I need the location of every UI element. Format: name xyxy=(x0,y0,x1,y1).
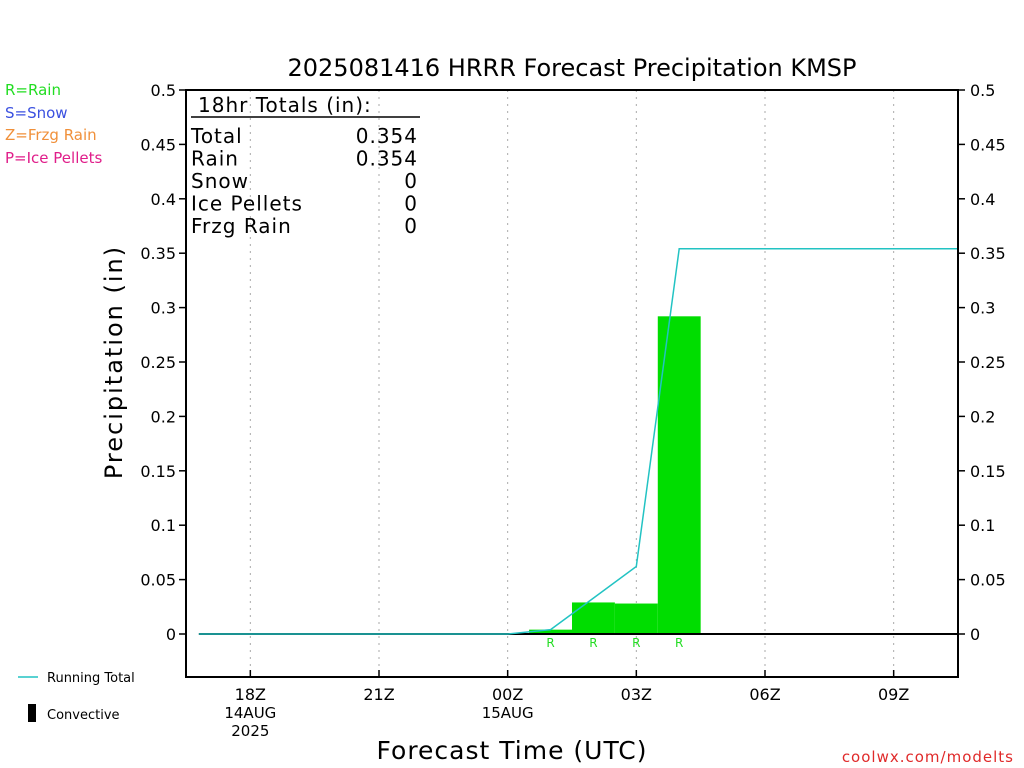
y-tick-label-left-10: 0 xyxy=(166,625,176,644)
precip-bar-1 xyxy=(572,602,615,634)
x-tick-label-3-0: 03Z xyxy=(621,685,652,704)
y-tick-label-left-2: 0.4 xyxy=(151,190,176,209)
totals-label-4: Frzg Rain xyxy=(191,214,292,238)
x-tick-label-2-1: 15AUG xyxy=(482,704,534,722)
y-tick-label-left-1: 0.45 xyxy=(140,135,176,154)
bar-ptype-label-1: R xyxy=(589,636,597,650)
totals-label-3: Ice Pellets xyxy=(191,192,303,216)
precip-bar-0 xyxy=(529,629,572,634)
totals-value-1: 0.354 xyxy=(356,147,418,171)
x-tick-label-0-0: 18Z xyxy=(235,685,266,704)
y-tick-label-left-6: 0.2 xyxy=(151,407,176,426)
y-axis-label: Precipitation (in) xyxy=(100,245,128,479)
totals-label-2: Snow xyxy=(191,169,249,193)
y-tick-label-left-8: 0.1 xyxy=(151,516,176,535)
y-tick-label-right-8: 0.1 xyxy=(970,516,995,535)
x-tick-label-5-0: 09Z xyxy=(878,685,909,704)
x-tick-label-1-0: 21Z xyxy=(363,685,394,704)
y-tick-label-left-3: 0.35 xyxy=(140,244,176,263)
y-tick-label-left-5: 0.25 xyxy=(140,353,176,372)
x-tick-label-4-0: 06Z xyxy=(749,685,780,704)
y-tick-label-left-7: 0.15 xyxy=(140,462,176,481)
chart-title: 2025081416 HRRR Forecast Precipitation K… xyxy=(287,54,856,82)
bar-ptype-label-2: R xyxy=(632,636,640,650)
totals-label-1: Rain xyxy=(191,147,239,171)
bar-ptype-label-3: R xyxy=(675,636,683,650)
plot-frame xyxy=(185,89,959,678)
x-tick-label-0-2: 2025 xyxy=(231,722,269,740)
plot-area: R R R R 0.5 0.5 0.45 0.45 0.4 0.4 0.35 0.35 0.3 0.3 0.… xyxy=(18,81,1006,740)
bar-ptype-label-0: R xyxy=(546,636,554,650)
totals-value-3: 0 xyxy=(404,192,418,216)
running-total-line xyxy=(198,248,958,635)
credit-text: coolwx.com/modelts xyxy=(842,748,1014,766)
x-tick-label-2-0: 00Z xyxy=(492,685,523,704)
y-tick-label-left-9: 0.05 xyxy=(140,571,176,590)
y-tick-label-left-4: 0.3 xyxy=(151,299,176,318)
legend-convective-swatch xyxy=(28,704,36,722)
x-axis-label: Forecast Time (UTC) xyxy=(377,736,648,765)
totals-value-0: 0.354 xyxy=(356,124,418,148)
y-tick-label-right-0: 0.5 xyxy=(970,81,995,100)
y-tick-label-right-7: 0.15 xyxy=(970,462,1006,481)
y-tick-label-right-6: 0.2 xyxy=(970,407,995,426)
ptype-frzg-rain: Z=Frzg Rain xyxy=(5,126,97,144)
y-tick-label-right-1: 0.45 xyxy=(970,135,1006,154)
y-tick-label-right-2: 0.4 xyxy=(970,190,995,209)
y-tick-label-right-3: 0.35 xyxy=(970,244,1006,263)
precip-bar-3 xyxy=(657,316,701,634)
x-tick-label-0-1: 14AUG xyxy=(224,704,276,722)
totals-label-0: Total xyxy=(190,124,243,148)
legend-running-total-label: Running Total xyxy=(47,671,135,686)
y-tick-label-right-5: 0.25 xyxy=(970,353,1006,372)
ptype-rain: R=Rain xyxy=(5,81,61,99)
y-tick-label-right-4: 0.3 xyxy=(970,299,995,318)
y-tick-label-left-0: 0.5 xyxy=(151,81,176,100)
precip-bar-2 xyxy=(614,603,658,634)
totals-value-4: 0 xyxy=(404,214,418,238)
y-tick-label-right-9: 0.05 xyxy=(970,571,1006,590)
totals-value-2: 0 xyxy=(404,169,418,193)
ptype-ice-pellets: P=Ice Pellets xyxy=(5,149,103,167)
y-tick-label-right-10: 0 xyxy=(970,625,980,644)
totals-header: 18hr Totals (in): xyxy=(198,93,372,117)
ptype-snow: S=Snow xyxy=(5,104,68,122)
legend-convective-label: Convective xyxy=(47,708,120,723)
